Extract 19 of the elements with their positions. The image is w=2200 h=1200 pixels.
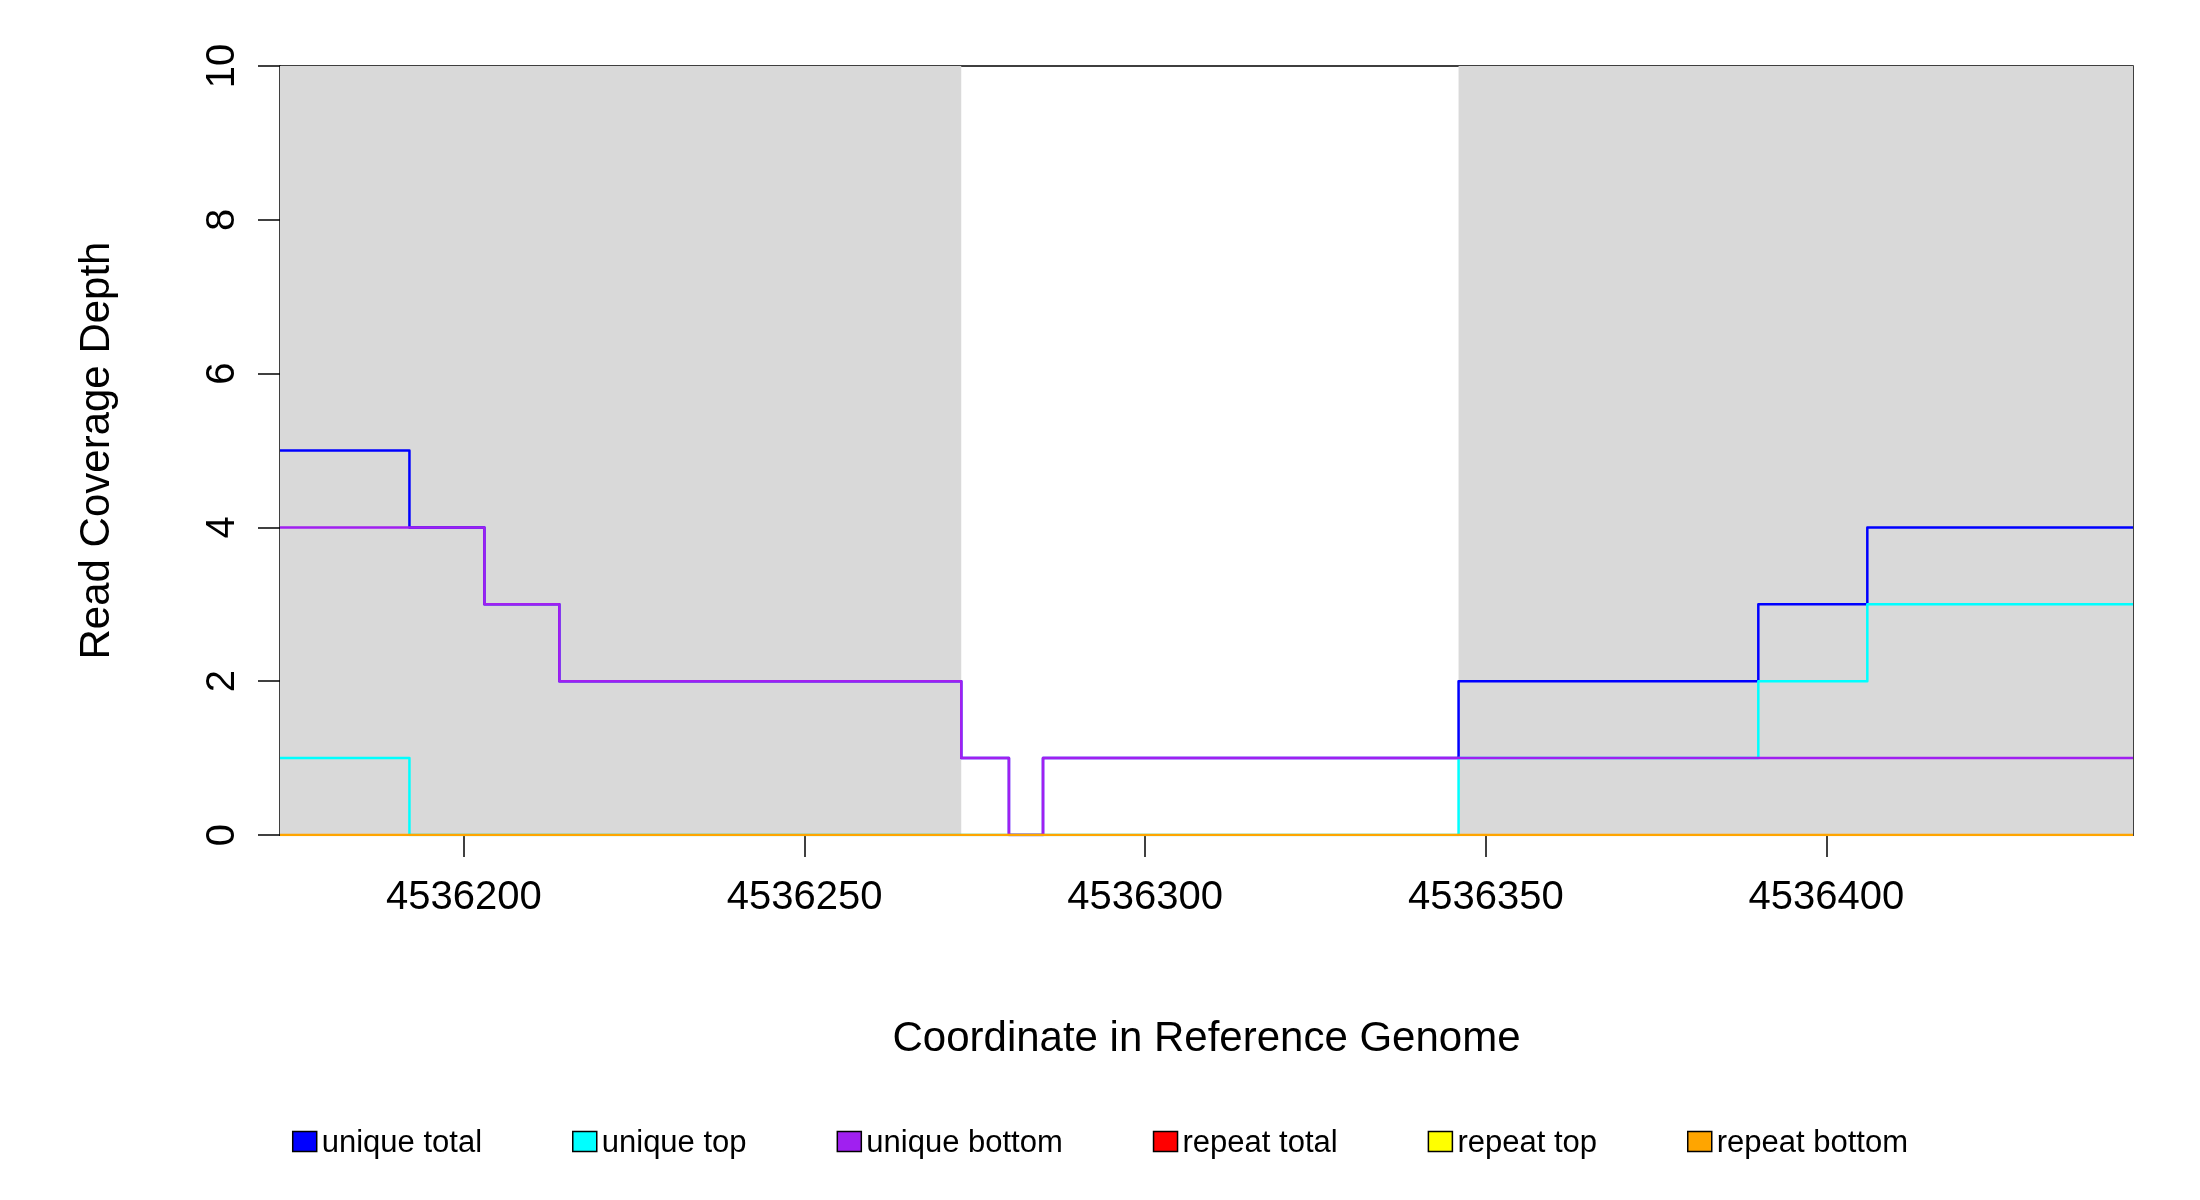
y-tick-label: 6 [198,362,242,385]
x-tick-label: 4536250 [726,873,883,917]
legend-label: repeat total [1182,1124,1338,1159]
x-tick-label: 4536400 [1748,873,1905,917]
x-tick-label: 4536300 [1067,873,1224,917]
y-tick-label: 2 [198,670,242,693]
y-tick-label: 0 [198,823,242,847]
legend-label: repeat bottom [1716,1124,1909,1159]
y-tick-label: 8 [198,208,242,231]
legend-label: unique total [321,1124,483,1159]
legend-label: repeat top [1457,1124,1597,1159]
legend-label: unique top [601,1124,747,1159]
x-tick-label: 4536350 [1407,873,1564,917]
y-axis-title: Read Coverage Depth [70,241,118,660]
y-tick-label: 4 [198,516,242,539]
legend-label: unique bottom [866,1124,1063,1159]
y-tick-label: 10 [198,43,242,89]
x-axis-title: Coordinate in Reference Genome [892,1012,1521,1060]
x-tick-label: 4536200 [386,873,542,917]
